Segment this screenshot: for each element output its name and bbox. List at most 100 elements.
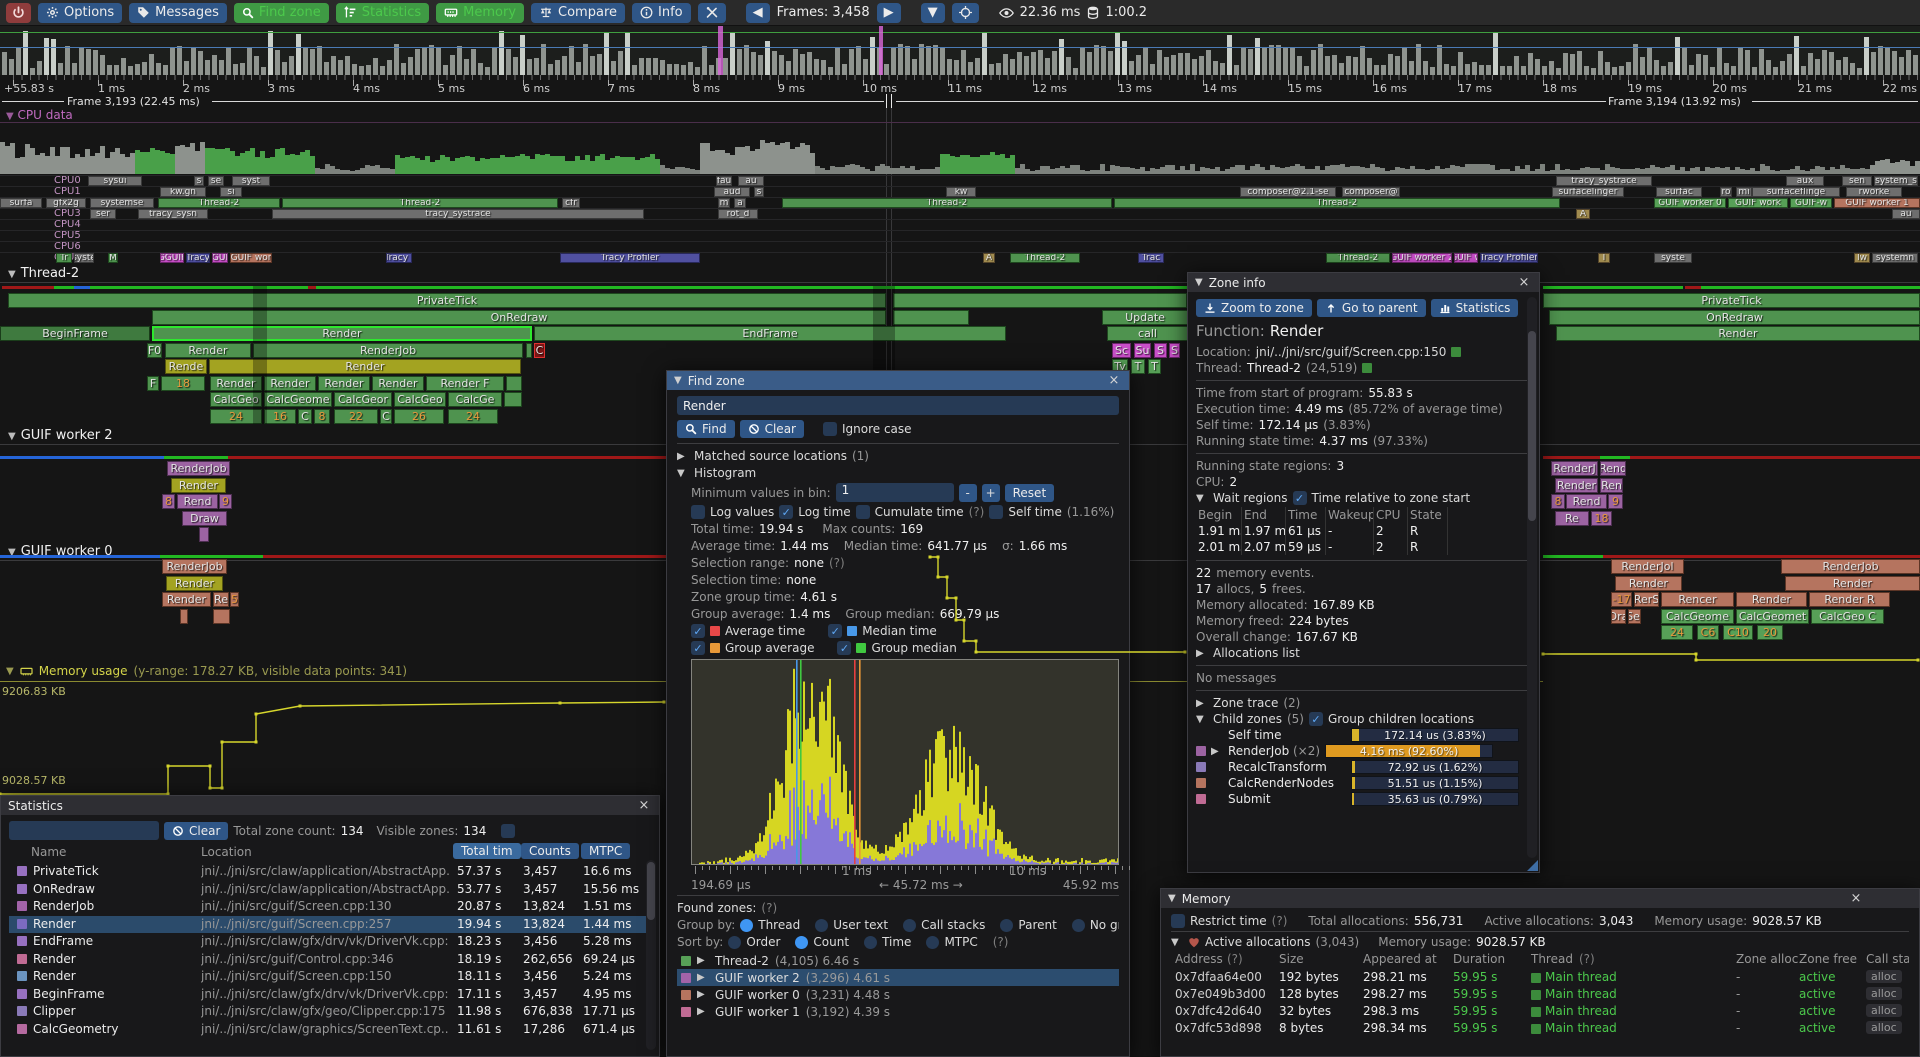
timeline-zone[interactable]: Render [1736,592,1807,607]
timeline-zone[interactable]: 16 [264,408,296,424]
cpu-zone[interactable]: GUIF w [1454,253,1478,263]
callstack-alloc-button[interactable]: alloc [1866,1021,1902,1034]
column-header-total-time[interactable]: Total tim [453,843,521,859]
zoom-to-zone-button[interactable]: Zoom to zone [1196,299,1312,317]
cpu-zone[interactable]: rworke [1846,187,1902,197]
timeline-zone[interactable]: Render [1785,575,1920,591]
timeline-zone[interactable]: Render [1555,477,1598,493]
zone-info-titlebar[interactable]: ▼ Zone info × [1188,273,1539,292]
power-button[interactable] [6,2,31,23]
zone-statistics-button[interactable]: Statistics [1430,299,1519,317]
options-button[interactable]: Options [38,2,123,23]
statistics-row[interactable]: Render jni/../jni/src/guif/Control.cpp:34… [9,951,651,968]
cpu-zone[interactable]: GUI [212,253,228,263]
close-icon[interactable]: × [1518,275,1530,290]
cpu-zone[interactable]: Thread-2 [782,198,1112,208]
timeline-zone[interactable]: Rend [1566,494,1607,509]
timeline-zone[interactable]: RenderJ [1551,461,1598,476]
timeline-zone[interactable]: Ren [1600,477,1623,493]
timeline-zone[interactable]: Dra [1611,608,1626,624]
statistics-row[interactable]: CalcGeometry jni/../jni/src/claw/graphics… [9,1021,651,1038]
timeline-zone[interactable]: Render [166,575,223,591]
cpu-zone[interactable]: M [108,253,118,263]
radio-parent[interactable] [1000,918,1014,932]
statistics-button[interactable]: Statistics [335,2,430,23]
cpu-zone[interactable]: composer@ [1342,187,1400,197]
column-header-mtpc[interactable]: MTPC [581,843,631,859]
timeline-zone[interactable]: C10 [1723,625,1753,640]
cpu-zone[interactable]: fau [716,176,732,186]
thread-header[interactable]: ▼ GUIF worker 2 [8,428,113,443]
cpu-zone[interactable]: lw [1854,253,1870,263]
cpu-zone[interactable]: Tracy I [386,253,412,263]
timeline-zone[interactable]: Render [318,375,370,391]
cpu-zone[interactable]: s [194,176,204,186]
cpu-zone[interactable]: surfaceflinge [1752,187,1840,197]
timeline-zone[interactable] [199,527,209,542]
timeline-zone[interactable]: 24 [1661,625,1693,640]
tools-button[interactable] [697,2,726,23]
child-zone-row[interactable]: Self time 172.14 us (3.83%) [1196,728,1531,742]
cpu-zone[interactable]: ro [1720,187,1732,197]
cpu-zone[interactable]: Thread-2 [1326,253,1390,263]
radio-no-grouping[interactable] [1071,918,1085,932]
cumulate-time-checkbox[interactable] [855,505,870,519]
cpu-zone[interactable]: sen [1842,176,1872,186]
next-frame-button[interactable]: ▶ [876,2,901,23]
cpu-zone[interactable]: syste [74,253,94,263]
cpu-zone[interactable]: si [220,187,242,197]
timeline-zone[interactable]: C [298,408,312,424]
log-time-checkbox[interactable] [779,505,794,519]
timeline-zone[interactable]: Re [213,592,229,607]
group-children-checkbox[interactable] [1308,712,1323,726]
timeline-zone[interactable]: RenderJol [1611,559,1684,574]
timeline-zone[interactable] [213,608,230,624]
cpu-zone[interactable]: au [738,176,764,186]
min-bin-input[interactable]: 1 [835,483,954,502]
timeline-zone[interactable]: Render [165,342,251,358]
timeline-zone[interactable]: Render [264,375,316,391]
timeline-zone[interactable]: F0 [147,342,162,358]
bin-plus-button[interactable]: + [981,483,1000,502]
timeline-zone[interactable]: 5 [230,592,239,607]
statistics-row[interactable]: EndFrame jni/../jni/src/claw/gfx/drv/vk/D… [9,933,651,950]
timeline-zone[interactable]: S [1169,342,1180,358]
cpu-zone[interactable]: syst [232,176,270,186]
timeline-zone[interactable]: Render [1615,575,1682,591]
timeline-zone[interactable]: CalcGeome [1661,608,1734,624]
timeline-zone[interactable]: CalcGe [448,392,502,407]
callstack-alloc-button[interactable]: alloc [1866,1004,1902,1017]
cpu-zone[interactable]: Thread-2 [158,198,280,208]
cpu-zone[interactable]: mi [1736,187,1752,197]
timeline-zone[interactable]: OnRedraw [152,309,886,325]
child-zone-row[interactable]: CalcRenderNodes 51.51 us (1.15%) [1196,776,1531,790]
timeline-zone[interactable]: CalcGeo [210,392,262,407]
cpu-zone[interactable]: tracy_systrace [272,209,644,219]
allocation-row[interactable]: 0x7dfaa64e00 192 bytes 298.21 ms 59.95 s Mai… [1171,970,1909,986]
timeline-zone[interactable]: Render R [1809,592,1890,607]
cpu-zone[interactable]: GUIF worker 2 [1392,253,1452,263]
frame-overview-graph[interactable] [0,26,1920,75]
close-icon[interactable]: × [1108,373,1120,388]
column-header-location[interactable]: Location [201,845,252,859]
cpu-zone[interactable]: gfx2g [46,198,86,208]
cpu-zone[interactable]: composer@2.1-se [1240,187,1336,197]
timeline-zone[interactable]: Render [1556,326,1920,341]
timeline-zone[interactable]: 26 [394,408,444,424]
cpu-zone[interactable]: cfr [562,198,580,208]
zone-group-row[interactable]: ▶ GUIF worker 1 (3,192) 4.39 s [677,1003,1119,1020]
timeline-zone[interactable] [893,309,969,325]
timeline-zone[interactable]: Sc [1112,342,1131,358]
radio-order[interactable] [728,935,742,949]
cpu-zone[interactable]: syste [1654,253,1692,263]
timeline-zone[interactable]: Render [162,592,211,607]
timeline-zone[interactable]: Sel [1628,608,1641,624]
cpu-zone[interactable]: GUIF-w [1790,198,1832,208]
zone-group-row[interactable]: ▶ GUIF worker 2 (3,296) 4.61 s [677,969,1119,986]
child-zone-row[interactable]: RecalcTransform 72.92 us (1.62%) [1196,760,1531,774]
frame-label[interactable]: Frame 3,194 (13.92 ms) [1608,95,1741,108]
cpu-zone[interactable]: Trac [1138,253,1164,263]
reset-button[interactable]: Reset [1004,483,1055,502]
timeline-zone[interactable]: C [534,342,545,358]
timeline-zone[interactable]: RenderJob [162,559,227,574]
